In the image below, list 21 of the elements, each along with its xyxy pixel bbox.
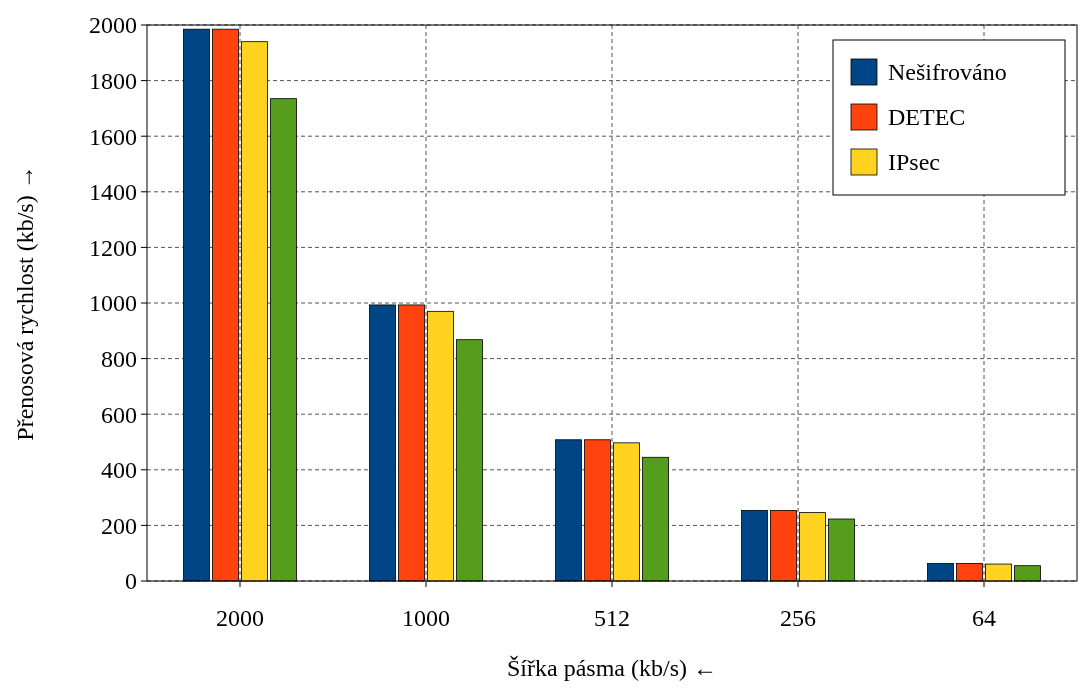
x-tick-label: 512 [594,605,630,631]
y-tick-label: 1200 [89,234,137,261]
y-tick-label: 600 [101,401,137,428]
y-tick-label: 800 [101,346,137,372]
y-tick-label: 1400 [89,179,137,206]
x-tick-label: 1000 [402,605,450,631]
y-tick-label: 200 [101,512,137,539]
x-tick-label: 64 [972,605,996,631]
x-tick-label: 2000 [216,605,264,631]
legend-label: IPsec [888,149,940,176]
y-tick-label: 0 [125,568,137,595]
y-tick-label: 400 [101,457,137,484]
y-tick-label: 1000 [89,290,137,317]
y-tick-label: 2000 [89,12,137,39]
x-tick-label: 256 [780,605,816,631]
legend-label: DETEC [888,104,966,131]
y-tick-label: 1600 [89,123,137,150]
y-axis-title: Přenosová rychlost (kb/s) → [12,165,38,441]
legend-label: Nešifrováno [888,59,1007,86]
y-tick-label: 1800 [89,68,137,94]
x-axis-title: Šířka pásma (kb/s) ← [507,655,717,681]
